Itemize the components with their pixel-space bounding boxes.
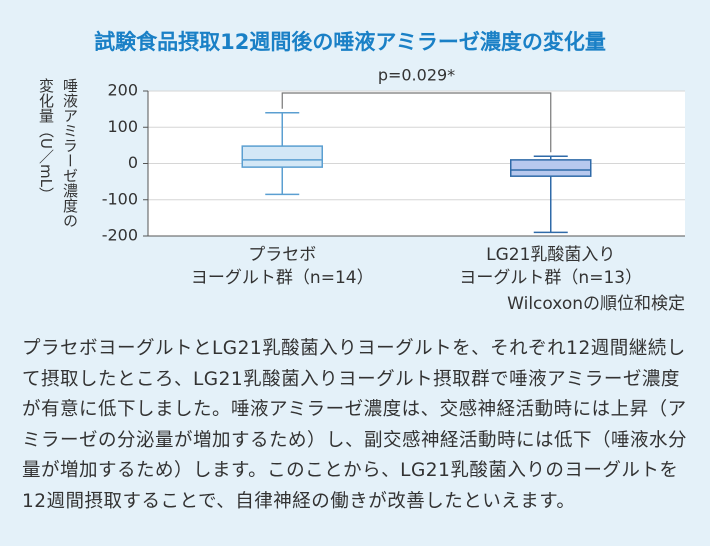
significance-bracket bbox=[281, 92, 552, 153]
box bbox=[241, 145, 323, 168]
y-tick-label: 100 bbox=[107, 117, 138, 136]
y-axis-label: 唾液アミラーゼ濃度の bbox=[61, 78, 79, 228]
y-axis-label: 変化量（U／mL） bbox=[37, 78, 55, 202]
box bbox=[510, 159, 592, 177]
note: Wilcoxonの順位和検定 bbox=[507, 294, 685, 314]
y-tick-label: -200 bbox=[102, 226, 138, 245]
y-tick-label: 200 bbox=[107, 81, 138, 100]
annotation: p=0.029* bbox=[378, 66, 455, 85]
body-text: プラセボヨーグルトとLG21乳酸菌入りヨーグルトを、それぞれ12週間継続して摂取… bbox=[22, 338, 688, 512]
chart-title: 試験食品摂取12週間後の唾液アミラーゼ濃度の変化量 bbox=[94, 30, 606, 54]
x-tick-label: LG21乳酸菌入り ヨーグルト群（n=13） bbox=[459, 245, 643, 288]
y-tick-label: -100 bbox=[102, 189, 138, 208]
y-tick-label: 0 bbox=[128, 153, 138, 172]
x-tick-label: プラセボ ヨーグルト群（n=14） bbox=[190, 245, 374, 288]
